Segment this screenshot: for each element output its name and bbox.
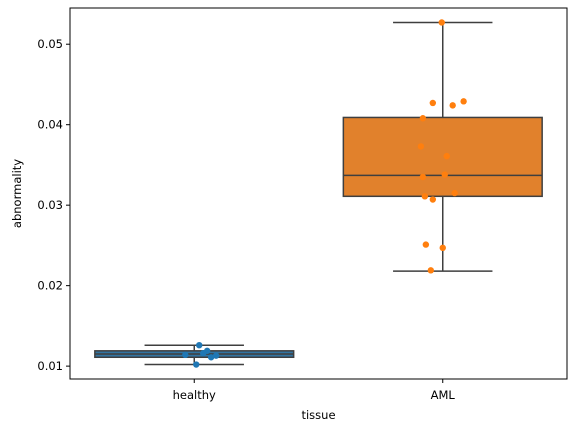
data-point-aml (421, 193, 429, 200)
boxes-layer (94, 21, 543, 366)
y-axis-label: abnormality (10, 159, 24, 228)
data-point-healthy (207, 354, 215, 361)
data-point-aml (422, 241, 430, 248)
x-tick-label: AML (431, 388, 456, 402)
data-point-aml (451, 189, 458, 197)
data-point-healthy (193, 361, 200, 368)
plot-frame (69, 7, 568, 380)
y-tick-label: 0.03 (37, 198, 63, 212)
axes-layer: 0.01 0.02 0.03 0.04 0.05 healthy AML (37, 7, 568, 402)
data-point-aml (449, 102, 456, 109)
data-point-healthy (196, 341, 203, 349)
data-point-healthy (182, 351, 189, 359)
y-tick-label: 0.02 (37, 279, 63, 293)
data-point-aml (438, 19, 445, 26)
data-point-aml (460, 98, 467, 105)
data-point-aml (439, 244, 446, 252)
data-point-aml (419, 115, 427, 122)
y-tick-label: 0.04 (37, 118, 63, 132)
data-point-aml (429, 99, 437, 107)
x-axis-label: tissue (301, 408, 335, 422)
data-point-aml (427, 267, 435, 274)
data-point-aml (443, 152, 450, 160)
data-point-aml (417, 143, 425, 150)
data-point-healthy (199, 350, 207, 357)
data-point-aml (419, 173, 427, 181)
data-point-healthy (212, 352, 220, 359)
points-layer (182, 19, 467, 368)
aml-box (342, 116, 543, 198)
data-point-aml (441, 171, 448, 178)
y-tick-label: 0.01 (37, 359, 63, 373)
y-tick-label: 0.05 (37, 37, 63, 51)
data-point-aml (429, 196, 437, 203)
x-tick-label: healthy (173, 388, 216, 402)
